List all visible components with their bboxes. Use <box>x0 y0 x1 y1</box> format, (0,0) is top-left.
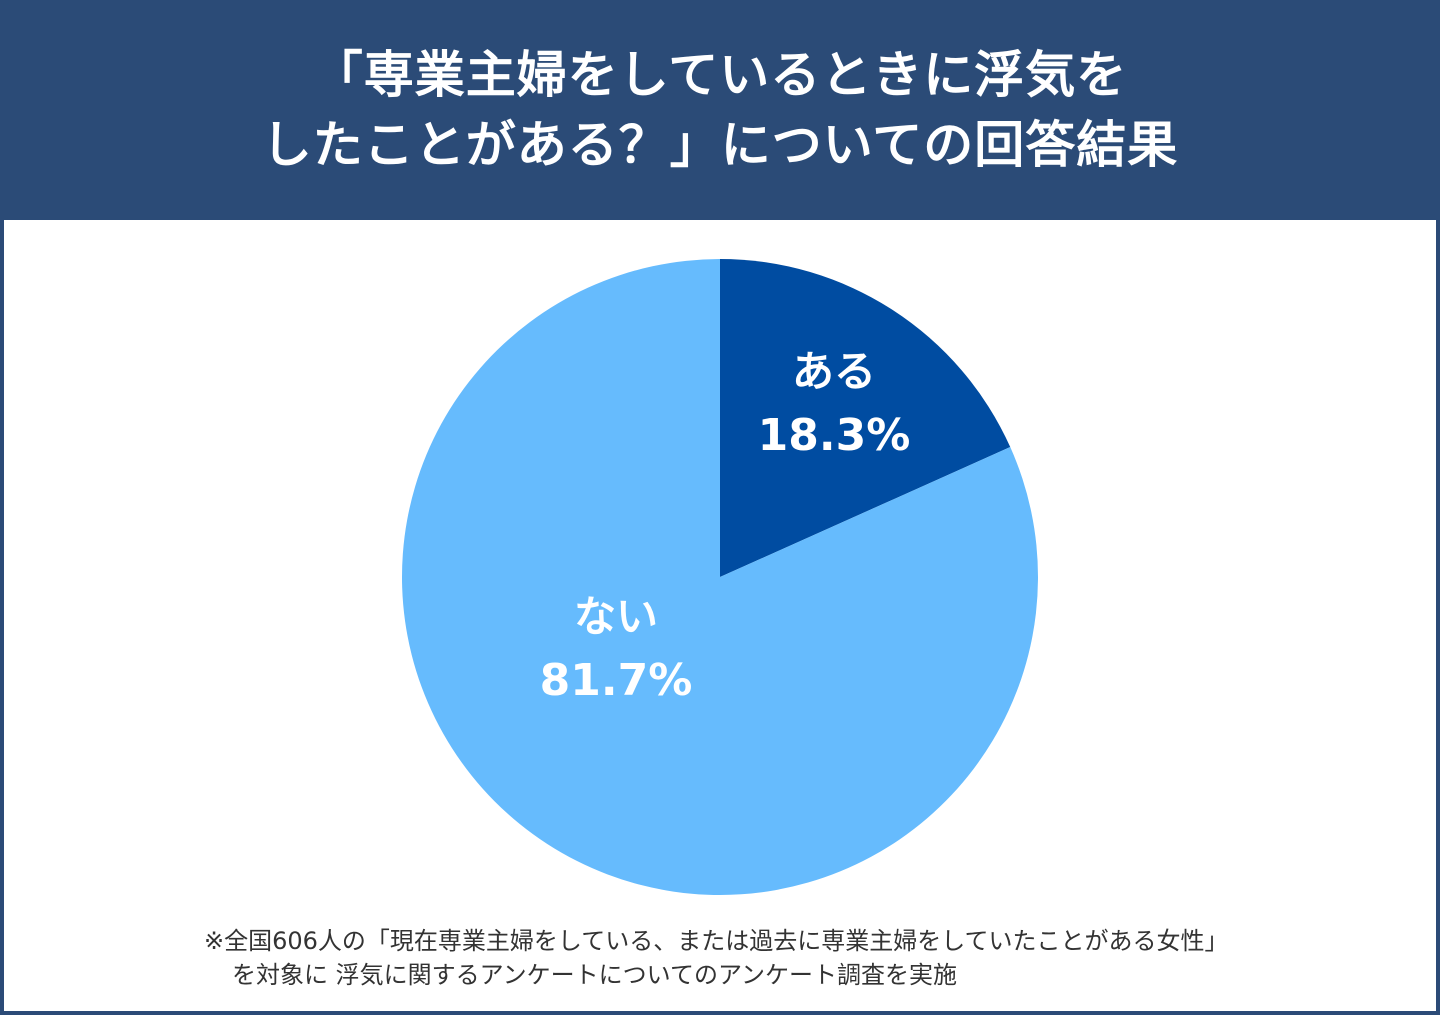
footnote-line-1: ※全国606人の「現在専業主婦をしている、または過去に専業主婦をしていたことがあ… <box>204 927 1229 955</box>
survey-footnote: ※全国606人の「現在専業主婦をしている、または過去に専業主婦をしていたことがあ… <box>204 924 1228 992</box>
pie-slice-aru <box>720 259 1011 577</box>
chart-panel: ある 18.3% ない 81.7% ※全国606人の「現在専業主婦をしている、ま… <box>4 220 1436 1011</box>
slice-label-value: 18.3% <box>757 410 911 461</box>
slice-label-value: 81.7% <box>539 655 693 706</box>
chart-title-line-1: 「専業主婦をしているときに浮気を <box>312 46 1128 104</box>
slice-label-name: ない <box>573 592 658 641</box>
slice-label-name: ある <box>791 347 876 396</box>
pie-chart <box>401 259 1039 896</box>
footnote-line-2: を対象に 浮気に関するアンケートについてのアンケート調査を実施 <box>232 961 957 989</box>
slice-label-nai: ない 81.7% <box>540 586 693 714</box>
chart-title-line-2: したことがある？」についての回答結果 <box>261 116 1179 174</box>
chart-header: 「専業主婦をしているときに浮気を したことがある？」についての回答結果 <box>0 0 1440 220</box>
pie-slice-nai <box>401 259 1039 896</box>
slice-label-aru: ある 18.3% <box>758 341 911 469</box>
